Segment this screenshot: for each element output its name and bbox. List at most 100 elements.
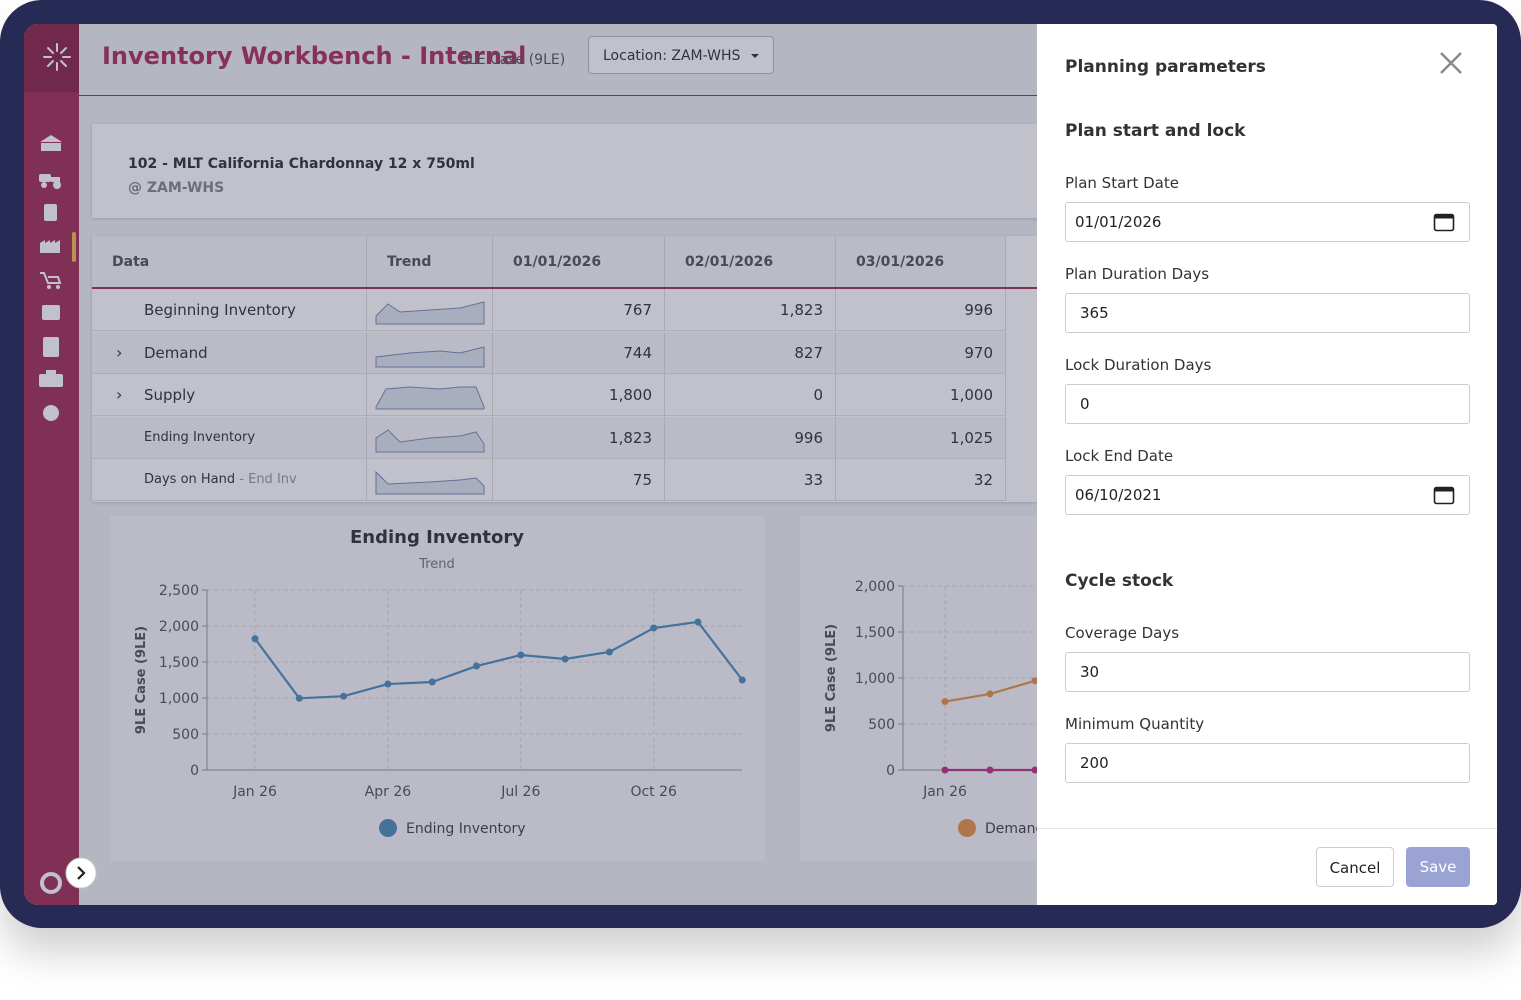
expand-toggle[interactable]: › xyxy=(116,342,123,362)
app: Inventory Workbench - Internal 9LE Case … xyxy=(24,24,1497,905)
data-table: Data Trend 01/01/2026 02/01/2026 03/01/2026 B… xyxy=(92,236,1092,502)
legend-label: Ending Inventory xyxy=(406,821,526,837)
location-dropdown[interactable]: Location: ZAM-WHS xyxy=(588,36,774,74)
row-label: Supply xyxy=(144,386,196,404)
data-point xyxy=(1031,677,1039,685)
field-label: Plan Start Date xyxy=(1065,174,1179,192)
series-line xyxy=(254,620,744,700)
save-button[interactable]: Save xyxy=(1406,847,1470,887)
field-label: Plan Duration Days xyxy=(1065,265,1210,283)
unit-label: 9LE Case (9LE) xyxy=(460,52,566,68)
close-button[interactable] xyxy=(1439,51,1463,75)
x-tick-label: Oct 26 xyxy=(630,784,677,800)
help-icon[interactable] xyxy=(40,872,62,894)
sidebar-toggle[interactable] xyxy=(64,856,98,890)
y-tick-label: 1,000 xyxy=(855,671,895,687)
section-title: Cycle stock xyxy=(1065,571,1174,591)
y-axis-label: 9LE Case (9LE) xyxy=(134,626,149,734)
data-point xyxy=(986,766,994,774)
row-label-cell: Ending Inventory xyxy=(92,416,367,459)
row-label: Beginning Inventory xyxy=(144,301,296,319)
value-cell: 744 xyxy=(493,331,665,374)
trend-cell xyxy=(367,374,493,416)
text-input[interactable]: 0 xyxy=(1065,384,1470,424)
calendar-icon[interactable] xyxy=(1433,211,1455,233)
input-value: 01/01/2026 xyxy=(1075,213,1162,231)
text-input[interactable]: 30 xyxy=(1065,652,1470,692)
text-input[interactable]: 365 xyxy=(1065,293,1470,333)
cancel-button[interactable]: Cancel xyxy=(1316,847,1394,887)
y-tick-label: 1,000 xyxy=(159,691,199,707)
field-label: Minimum Quantity xyxy=(1065,715,1205,733)
row-label: Demand xyxy=(144,343,208,362)
value-cell: 32 xyxy=(836,459,1006,501)
calendar-top xyxy=(1434,214,1454,219)
nav-icons[interactable] xyxy=(39,135,63,421)
text-input[interactable]: 200 xyxy=(1065,743,1470,783)
field-label: Lock End Date xyxy=(1065,447,1174,465)
data-point xyxy=(340,692,348,700)
column-header: 02/01/2026 xyxy=(665,236,836,288)
data-point xyxy=(295,694,303,702)
data-point xyxy=(694,618,702,626)
value-cell: 75 xyxy=(493,459,665,501)
product-card: 102 - MLT California Chardonnay 12 x 750… xyxy=(92,124,1092,218)
column-header: Trend xyxy=(367,236,493,288)
data-point xyxy=(941,698,949,706)
value-cell: 996 xyxy=(836,289,1006,331)
value-cell: 996 xyxy=(665,416,836,459)
active-tab-indicator xyxy=(72,232,76,262)
value-cell: 0 xyxy=(665,374,836,416)
trend-cell xyxy=(367,416,493,459)
sparkline-area xyxy=(375,301,485,325)
chart-card: Ending Inventory Trend 9LE Case (9LE) 0 500 1… xyxy=(110,516,765,861)
value-cell: 1,025 xyxy=(836,416,1006,459)
calendar-top xyxy=(1434,487,1454,492)
sidebar xyxy=(24,24,79,905)
trend-cell xyxy=(367,331,493,374)
y-axis-label: 9LE Case (9LE) xyxy=(824,624,839,732)
logo-mark xyxy=(43,43,71,71)
text-input[interactable]: 06/10/2021 xyxy=(1065,475,1470,515)
input-value: 30 xyxy=(1080,663,1100,681)
header-divider xyxy=(79,95,1079,96)
row-label: Ending Inventory xyxy=(144,429,256,445)
section-title: Plan start and lock xyxy=(1065,121,1246,141)
x-tick-label: Jan 26 xyxy=(922,784,967,800)
y-tick-label: 500 xyxy=(172,727,199,743)
y-tick-label: 1,500 xyxy=(855,625,895,641)
text-input[interactable]: 01/01/2026 xyxy=(1065,202,1470,242)
data-point xyxy=(473,662,480,670)
sparkline xyxy=(375,428,485,452)
data-point xyxy=(561,655,569,663)
value-cell: 1,823 xyxy=(665,289,836,331)
row-label: Days on Hand xyxy=(144,472,236,487)
y-tick-label: 0 xyxy=(886,763,895,779)
value-cell: 33 xyxy=(665,459,836,501)
chart-title: Ending Inventory xyxy=(350,527,524,548)
calendar-icon[interactable] xyxy=(1433,484,1455,506)
sparkline xyxy=(375,470,485,495)
input-value: 200 xyxy=(1080,754,1109,772)
y-tick-label: 2,500 xyxy=(159,583,199,599)
field-label: Lock Duration Days xyxy=(1065,356,1212,374)
product-site: @ ZAM-WHS xyxy=(128,180,225,196)
x-tick-label: Jan 26 xyxy=(232,784,277,800)
chart: Ending Inventory Trend 9LE Case (9LE) 0 500 1… xyxy=(134,527,746,837)
legend-marker xyxy=(958,819,976,837)
y-tick-label: 1,500 xyxy=(159,655,199,671)
data-point xyxy=(738,676,746,684)
sparkline-area xyxy=(375,345,485,367)
row-label-cell: › Supply xyxy=(92,374,367,416)
value-cell: 827 xyxy=(665,331,836,374)
y-tick-label: 2,000 xyxy=(855,579,895,595)
data-point xyxy=(605,648,613,656)
data-point xyxy=(384,680,392,688)
modal-backdrop[interactable] xyxy=(24,24,1037,905)
data-point xyxy=(650,624,658,632)
sparkline-area xyxy=(375,386,485,410)
y-tick-label: 2,000 xyxy=(159,619,199,635)
expand-toggle[interactable]: › xyxy=(116,385,123,404)
x-tick-label: Jul 26 xyxy=(500,784,540,800)
